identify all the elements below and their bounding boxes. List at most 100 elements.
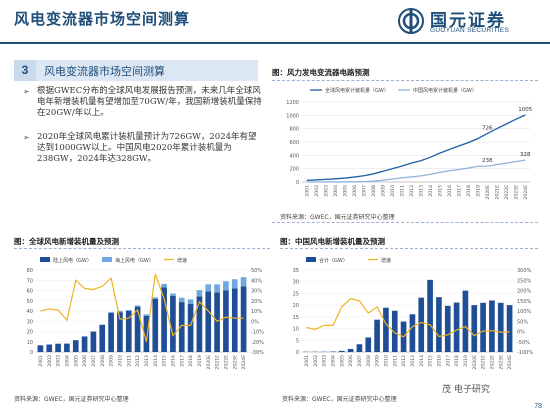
section-number: 3 (14, 60, 36, 81)
bar (64, 343, 70, 352)
bar (214, 284, 220, 293)
growth-rate-line (306, 298, 510, 338)
x-tick-label: 2003 (323, 185, 329, 197)
legend-label: 陆上风电（GW） (53, 257, 92, 264)
x-tick-label: 2010 (117, 355, 123, 367)
y-tick-label: 80 (27, 268, 33, 274)
guoyuan-logo: 国元证券 GUOYUAN SECURITIES (398, 6, 538, 38)
legend-label: 增速 (177, 257, 187, 264)
bar (196, 290, 203, 297)
figure-source-rule (272, 222, 538, 223)
x-tick-label: 2020E (485, 185, 491, 200)
y-tick-label: 600 (289, 140, 299, 146)
x-tick-label: 2007 (361, 185, 367, 197)
y-tick-label: 50 (27, 299, 33, 305)
arrow-bullet-icon: ➢ (23, 87, 30, 96)
y2-tick-label: -30% (251, 350, 264, 356)
x-tick-label: 2002 (47, 355, 53, 367)
x-tick-label: 2023E (498, 355, 504, 370)
legend-label: 中国风电累计装机量（GW） (413, 87, 477, 94)
bar (46, 344, 53, 352)
bar (356, 344, 363, 352)
x-tick-label: 2020E (206, 355, 212, 370)
x-tick-label: 2012 (401, 355, 407, 367)
bar (134, 305, 141, 307)
y-tick-label: 0 (30, 350, 33, 356)
x-tick-label: 2016 (170, 355, 176, 367)
section-banner: 3 风电变流器市场空间测算 (14, 60, 258, 81)
page-number: 78 (534, 403, 542, 410)
x-tick-label: 2019 (197, 355, 203, 367)
logo-chinese-name: 国元证券 (430, 11, 506, 31)
bar (436, 297, 442, 352)
y2-tick-label: 40% (251, 278, 262, 284)
data-label: 328 (520, 152, 531, 158)
y2-tick-label: 50% (251, 268, 262, 274)
bullet-text: 根据GWEC分布的全球风电发展报告预测，未来几年全球风电年新增装机量有望增加至7… (37, 86, 262, 119)
x-tick-label: 2005 (73, 355, 79, 367)
series-line (306, 114, 526, 182)
y-tick-label: 400 (289, 153, 299, 159)
bar (231, 279, 238, 289)
figure-title-right: 图：中国风电新增装机量及预测 (280, 237, 385, 246)
x-tick-label: 2023E (232, 355, 238, 370)
x-tick-label: 2012 (409, 185, 415, 197)
y2-tick-label: -20% (251, 340, 264, 346)
x-tick-label: 2013 (144, 355, 150, 367)
guoyuan-emblem-icon (398, 8, 424, 34)
bar (178, 302, 185, 352)
y-tick-label: 0 (296, 350, 299, 356)
bar (223, 290, 229, 352)
y-tick-label: 30 (293, 280, 299, 286)
bar (409, 314, 416, 352)
bar (37, 345, 44, 352)
bullet-text: 2020年全球风电累计装机量预计为726GW，2024年有望达到1000GW以上… (37, 132, 257, 165)
x-tick-label: 2014 (428, 185, 434, 197)
bar (471, 305, 478, 352)
bar (161, 287, 167, 352)
x-tick-label: 2024E (241, 355, 247, 370)
legend-label: 全球风电累计装机量（GW） (325, 87, 389, 94)
bar (347, 348, 354, 352)
x-tick-label: 2013 (418, 185, 424, 197)
bar (214, 292, 220, 352)
bar (108, 312, 114, 352)
bar (205, 291, 212, 352)
figure-title-left: 图：全球风电新增装机量及预测 (14, 237, 119, 246)
x-tick-label: 2015 (437, 185, 443, 197)
bar (161, 283, 167, 288)
x-tick-label: 2009 (375, 355, 381, 367)
x-tick-label: 2008 (366, 355, 372, 367)
x-tick-label: 2004 (330, 355, 336, 367)
bar (143, 314, 150, 316)
legend-swatch (306, 257, 316, 262)
x-tick-label: 2018 (454, 355, 460, 367)
x-tick-label: 2008 (100, 355, 106, 367)
y-tick-label: 800 (289, 127, 299, 133)
data-label: 726 (482, 126, 493, 132)
y2-tick-label: 100% (517, 309, 532, 315)
y2-tick-label: 250% (517, 278, 532, 284)
x-tick-label: 2005 (342, 185, 348, 197)
x-tick-label: 2024E (507, 355, 513, 370)
y2-tick-label: 30% (251, 289, 262, 295)
data-label: 1005 (518, 107, 532, 113)
x-tick-label: 2003 (56, 355, 62, 367)
bar (55, 343, 61, 352)
y2-tick-label: 10% (251, 309, 262, 315)
x-tick-label: 2014 (419, 355, 425, 367)
x-tick-label: 2013 (410, 355, 416, 367)
y-tick-label: 40 (27, 309, 33, 315)
bar (506, 305, 513, 352)
x-tick-label: 2010 (383, 355, 389, 367)
x-tick-label: 2024E (523, 185, 529, 200)
x-tick-label: 2019 (475, 185, 481, 197)
bar (196, 296, 203, 352)
figure-title-underline (272, 80, 538, 81)
y-tick-label: 1200 (286, 100, 299, 106)
page-title: 风电变流器市场空间测算 (14, 10, 191, 28)
x-tick-label: 2004 (64, 355, 70, 367)
bar (90, 331, 97, 352)
bar (453, 302, 460, 352)
